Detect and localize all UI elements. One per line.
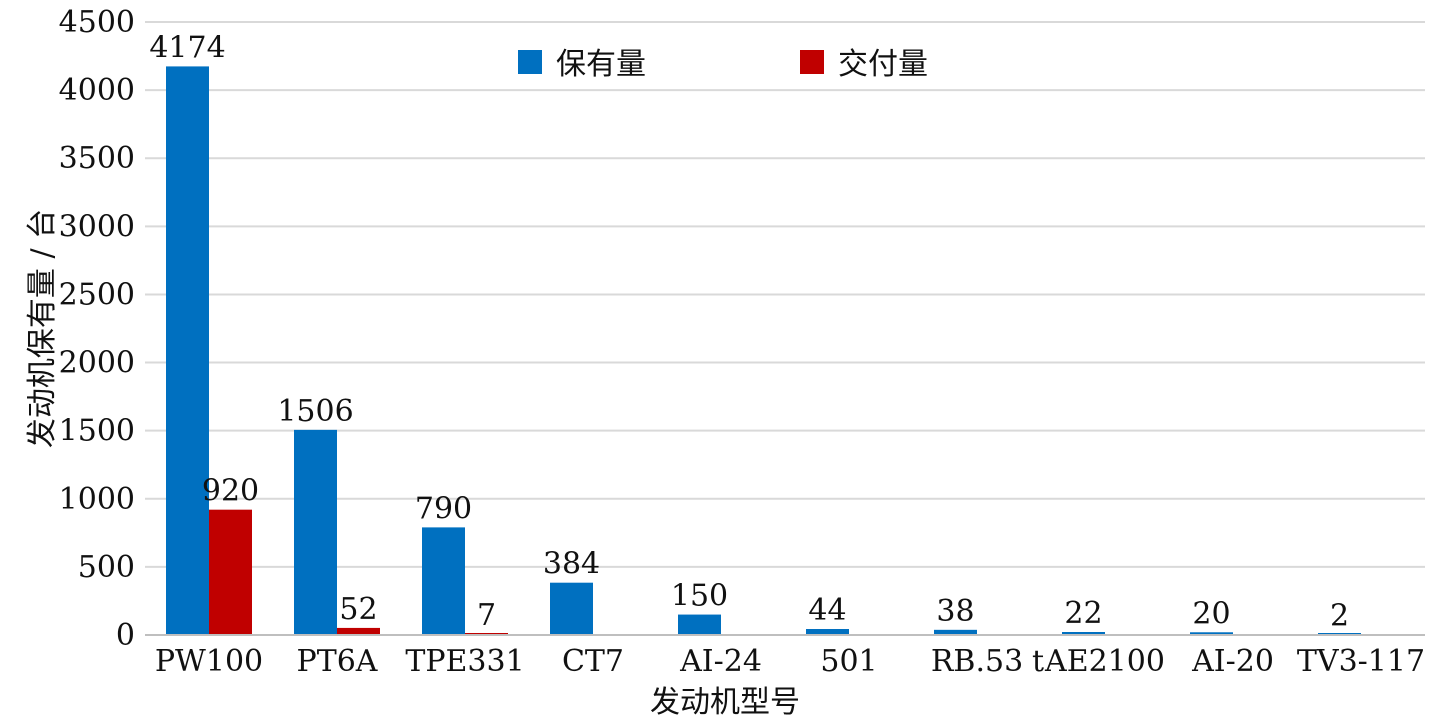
x-tick-label: RB.53: [931, 644, 1023, 679]
legend-swatch-holdings: [518, 50, 542, 74]
y-axis-ticks: 0 500 1000 1500 2000 2500 3000 3500 4000 4500: [59, 5, 135, 653]
gridlines: [145, 21, 1425, 568]
y-tick-label: 2000: [59, 346, 135, 381]
bar-holdings: [166, 66, 209, 635]
x-tick-label: AI-20: [1191, 644, 1274, 679]
bar-holdings: [550, 582, 593, 635]
data-label: 22: [1064, 596, 1102, 631]
bar-holdings: [806, 629, 849, 635]
legend-swatch-deliveries: [800, 50, 824, 74]
legend: 保有量 交付量: [518, 47, 928, 82]
y-axis-title: 发动机保有量 / 台: [25, 209, 60, 448]
data-label: 20: [1192, 596, 1230, 631]
bar-deliveries: [209, 509, 252, 635]
data-label: 4174: [149, 30, 225, 65]
y-tick-label: 4500: [59, 5, 135, 40]
bar-holdings: [678, 614, 721, 635]
legend-label-deliveries: 交付量: [838, 47, 928, 82]
y-tick-label: 1500: [59, 414, 135, 449]
y-tick-label: 3000: [59, 209, 135, 244]
legend-label-holdings: 保有量: [556, 47, 646, 82]
data-label: 52: [339, 592, 377, 627]
bars: 4174 920 1506 52 790 7 384 150 44 38 22 20 2: [149, 30, 1361, 635]
y-tick-label: 3500: [59, 141, 135, 176]
x-tick-label: TPE331: [405, 644, 524, 679]
data-label: 38: [936, 594, 974, 629]
x-tick-label: AI-24: [679, 644, 762, 679]
data-label: 790: [415, 491, 472, 526]
data-label: 384: [543, 547, 600, 582]
x-tick-label: 501: [820, 644, 877, 679]
y-tick-label: 0: [116, 618, 135, 653]
data-label: 920: [202, 474, 259, 509]
bar-holdings: [294, 429, 337, 635]
x-axis-title: 发动机型号: [650, 685, 800, 720]
x-tick-label: CT7: [562, 644, 624, 679]
data-label: 2: [1330, 599, 1349, 634]
x-tick-label: TV3-117: [1297, 644, 1425, 679]
bar-holdings: [422, 527, 465, 635]
x-axis-ticks: PW100 PT6A TPE331 CT7 AI-24 501 RB.53 AE2100 AI-…: [155, 644, 1425, 679]
y-tick-label: 4000: [59, 73, 135, 108]
x-tick-label: PW100: [155, 644, 263, 679]
y-tick-label: 500: [78, 550, 135, 585]
bar-holdings: [1062, 632, 1105, 635]
stray-label: t: [1032, 644, 1044, 679]
y-tick-label: 2500: [59, 277, 135, 312]
x-tick-label: AE2100: [1044, 644, 1165, 679]
bar-deliveries: [337, 627, 380, 635]
bar-holdings: [1190, 632, 1233, 635]
bar-holdings: [934, 629, 977, 635]
x-tick-label: PT6A: [297, 644, 378, 679]
y-tick-label: 1000: [59, 482, 135, 517]
data-label: 44: [808, 593, 846, 628]
data-label: 1506: [277, 394, 353, 429]
data-label: 150: [671, 579, 728, 614]
data-label: 7: [477, 598, 496, 633]
